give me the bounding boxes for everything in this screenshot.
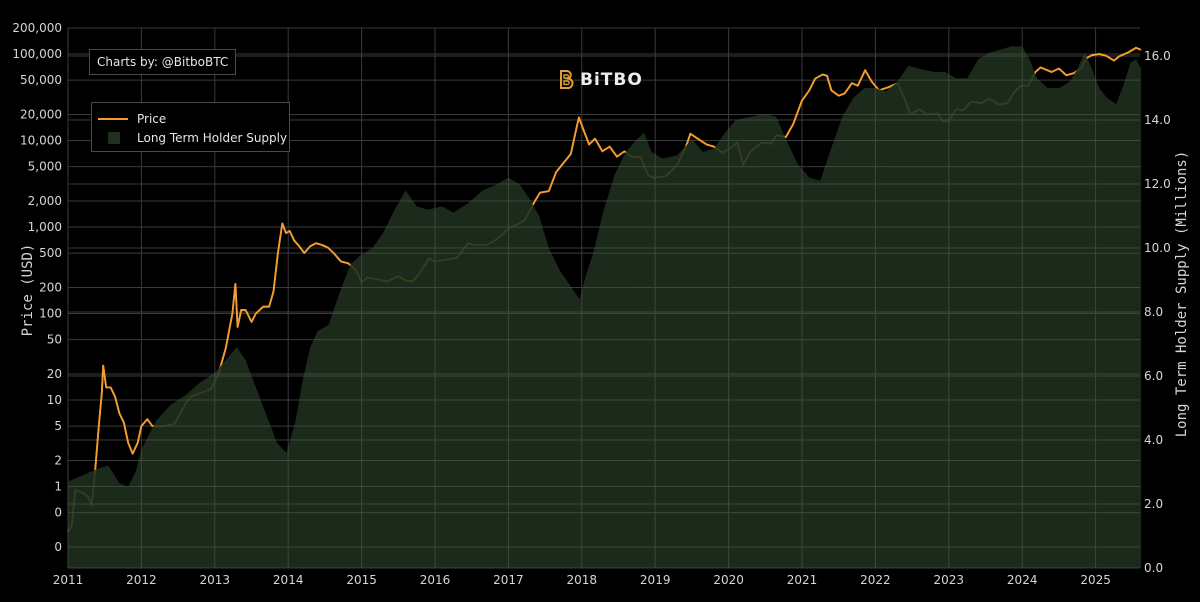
svg-text:1,000: 1,000 [28, 220, 62, 234]
svg-text:2.0: 2.0 [1144, 497, 1163, 511]
svg-text:10: 10 [47, 393, 62, 407]
bitbo-b-icon [560, 70, 574, 90]
svg-text:0: 0 [54, 540, 62, 554]
svg-text:8.0: 8.0 [1144, 305, 1163, 319]
svg-text:2012: 2012 [126, 573, 157, 587]
lth-supply-area [68, 46, 1142, 568]
svg-text:2022: 2022 [860, 573, 891, 587]
svg-text:50: 50 [47, 333, 62, 347]
lth-area-swatch [108, 132, 120, 144]
svg-text:10.0: 10.0 [1144, 241, 1171, 255]
svg-text:5,000: 5,000 [28, 160, 62, 174]
bitbo-logo: BiTBO [558, 70, 643, 90]
svg-text:2,000: 2,000 [28, 194, 62, 208]
left-y-axis-title: Price (USD) [20, 244, 36, 337]
x-axis-ticks: 2011 2012 2013 2014 2015 2016 2017 2018 2019 2020… [53, 573, 1111, 587]
legend-label-price: Price [137, 112, 167, 126]
svg-text:2017: 2017 [493, 573, 524, 587]
svg-text:100: 100 [39, 307, 62, 321]
legend-label-lth-supply: Long Term Holder Supply [137, 131, 288, 145]
legend-item-lth-supply[interactable]: Long Term Holder Supply [98, 129, 287, 147]
logo-text: BiTBO [580, 70, 643, 90]
svg-text:16.0: 16.0 [1144, 49, 1171, 63]
svg-text:100,000: 100,000 [12, 47, 62, 61]
svg-text:6.0: 6.0 [1144, 369, 1163, 383]
svg-text:2019: 2019 [640, 573, 671, 587]
svg-text:20,000: 20,000 [20, 108, 62, 122]
svg-text:0.0: 0.0 [1144, 561, 1163, 575]
svg-text:2: 2 [54, 454, 62, 468]
svg-text:2011: 2011 [53, 573, 84, 587]
svg-text:2021: 2021 [787, 573, 818, 587]
svg-text:2025: 2025 [1080, 573, 1111, 587]
right-y-axis-title: Long Term Holder Supply (Millions) [1174, 151, 1190, 438]
svg-text:200: 200 [39, 281, 62, 295]
svg-text:2015: 2015 [346, 573, 377, 587]
svg-text:0: 0 [54, 506, 62, 520]
legend: Price Long Term Holder Supply [91, 102, 290, 152]
svg-text:12.0: 12.0 [1144, 177, 1171, 191]
left-y-axis-ticks: 200,000 100,000 50,000 20,000 10,000 5,000 2,0… [12, 21, 62, 554]
svg-text:4.0: 4.0 [1144, 433, 1163, 447]
svg-text:1: 1 [54, 480, 62, 494]
svg-text:5: 5 [54, 419, 62, 433]
svg-text:10,000: 10,000 [20, 134, 62, 148]
right-y-axis-ticks: 16.0 14.0 12.0 10.0 8.0 6.0 4.0 2.0 0.0 [1144, 49, 1171, 575]
svg-text:14.0: 14.0 [1144, 113, 1171, 127]
svg-text:50,000: 50,000 [20, 73, 62, 87]
legend-item-price[interactable]: Price [98, 110, 166, 128]
svg-text:2018: 2018 [567, 573, 598, 587]
svg-text:2013: 2013 [200, 573, 231, 587]
svg-text:200,000: 200,000 [12, 21, 62, 35]
svg-text:2020: 2020 [713, 573, 744, 587]
price-line-swatch [98, 118, 128, 120]
svg-text:500: 500 [39, 246, 62, 260]
chart-credit: Charts by: @BitboBTC [89, 49, 237, 75]
svg-text:2016: 2016 [420, 573, 451, 587]
svg-text:2024: 2024 [1007, 573, 1038, 587]
svg-text:2014: 2014 [273, 573, 304, 587]
svg-text:20: 20 [47, 367, 62, 381]
svg-text:2023: 2023 [934, 573, 965, 587]
